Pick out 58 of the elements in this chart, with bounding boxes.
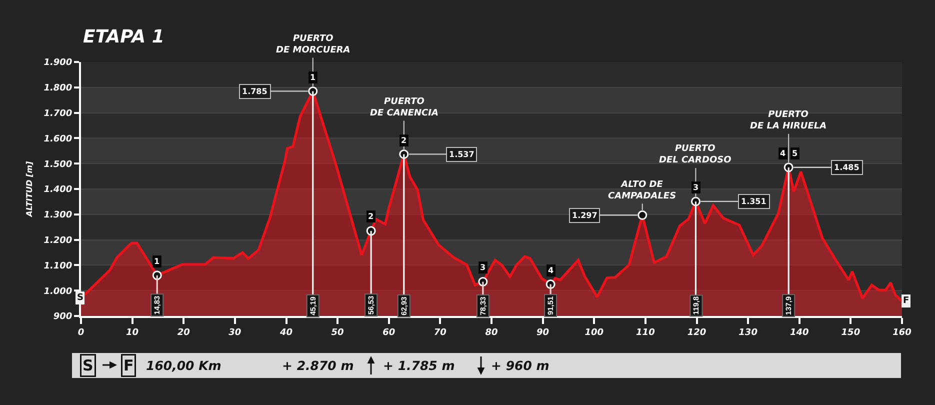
data-label: 1.537 — [449, 150, 474, 159]
x-tick-label: 70 — [434, 328, 446, 338]
x-tick-label: 150 — [841, 328, 860, 338]
y-tick-label: 1.700 — [44, 108, 72, 119]
x-tick-label: 0 — [78, 328, 84, 338]
text: F — [124, 356, 134, 374]
x-tick-label: 80 — [485, 328, 498, 338]
y-tick-label: 1.800 — [44, 84, 72, 94]
y-tick-label: 1.500 — [44, 160, 72, 170]
point — [638, 210, 648, 220]
y-tick-label: 900 — [53, 312, 72, 322]
data-label: 1.297 — [572, 211, 598, 220]
annotation: 2 — [368, 212, 374, 221]
data-label: 1.485 — [834, 163, 860, 172]
x-tick-label: 10 — [126, 328, 139, 338]
annotation: 1 — [310, 73, 316, 82]
text: + 960 m — [491, 358, 550, 373]
data-label: 1.785 — [242, 87, 268, 96]
x-tick-label: 40 — [278, 328, 293, 338]
x-tick-label: 160 — [892, 328, 912, 338]
annotation: PUERTO DE LA HIRUELA — [750, 110, 827, 132]
x-tick-label: 130 — [738, 328, 758, 338]
chart-title: ETAPA 1 — [83, 26, 164, 48]
x-tick-label: 30 — [228, 328, 242, 338]
annotation: PUERTO DE CANENCIA — [370, 97, 438, 119]
y-tick-label: 1.300 — [44, 210, 72, 221]
y-tick-label: 1.400 — [44, 185, 72, 196]
x-tick-label: 120 — [687, 328, 706, 338]
x-tick-label: 90 — [536, 328, 550, 338]
annotation: 1 — [154, 257, 160, 266]
y-tick-label: 1.200 — [44, 236, 72, 246]
y-tick-label: 1.100 — [44, 261, 72, 272]
x-tick-label: 50 — [331, 328, 344, 338]
annotation: 3 — [480, 263, 486, 272]
annotation: 5 — [792, 149, 798, 158]
annotation: 2 — [401, 136, 407, 145]
x-tick-label: 60 — [382, 328, 396, 338]
y-axis-title: ALTITUD [m] — [24, 160, 34, 218]
annotation: 4 — [548, 266, 554, 275]
y-tick-label: 1.000 — [44, 286, 72, 297]
data-label: 1.351 — [741, 197, 767, 206]
x-tick-label: 110 — [636, 328, 655, 338]
annotation: S — [77, 293, 84, 303]
annotation: PUERTO DE MORCUERA — [276, 34, 350, 56]
x-tick-label: 20 — [177, 328, 190, 338]
x-tick-label: 100 — [584, 328, 604, 338]
text: + 2.870 m — [282, 358, 354, 373]
annotation: 4 — [780, 149, 786, 158]
annotation: PUERTO DEL CARDOSO — [659, 144, 732, 166]
y-tick-label: 1.600 — [44, 134, 72, 144]
x-tick-label: 140 — [790, 328, 809, 338]
text: + 1.785 m — [383, 358, 455, 373]
text: 160,00 Km — [146, 358, 222, 373]
y-tick-label: 1.900 — [44, 58, 72, 68]
annotation: F — [903, 296, 910, 306]
annotation: ALTO DE CAMPADALES — [608, 180, 676, 202]
annotation: 3 — [693, 183, 699, 192]
text: S — [82, 356, 94, 374]
